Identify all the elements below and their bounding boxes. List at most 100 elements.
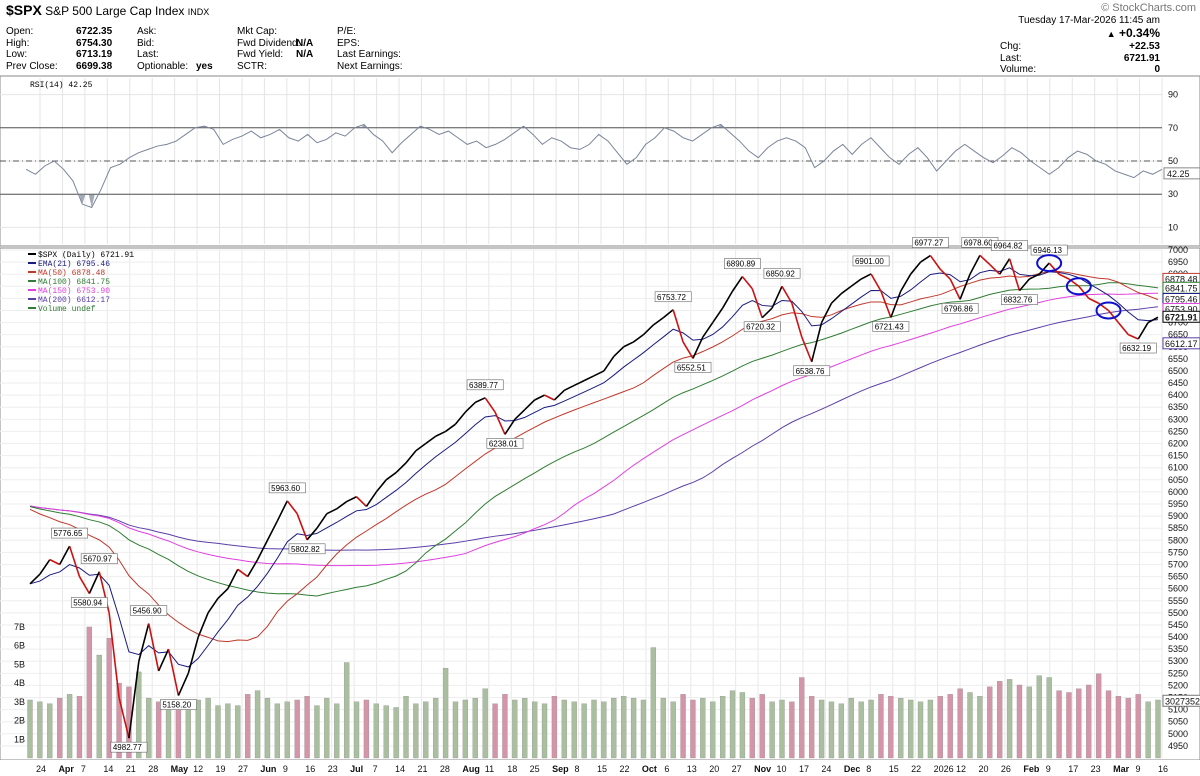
- x-tick-label: 28: [148, 764, 158, 774]
- volume-bar: [1095, 673, 1102, 759]
- volume-bar: [284, 701, 290, 759]
- volume-bar: [235, 705, 241, 759]
- volume-bar: [957, 688, 963, 759]
- price-segment: [49, 558, 61, 566]
- field-mid3_fields-1: EPS:: [337, 38, 360, 49]
- price-segment: [445, 423, 456, 433]
- x-tick-label: 28: [440, 764, 450, 774]
- price-segment: [197, 612, 209, 638]
- field-left_fields-1: High: 6754.30: [6, 38, 112, 49]
- volume-bar: [136, 671, 142, 759]
- quote-day: Tuesday: [1018, 15, 1057, 26]
- volume-bar: [294, 699, 300, 759]
- price-segment: [583, 375, 595, 382]
- x-tick-label: 10: [777, 764, 787, 774]
- annotation-box: [941, 303, 979, 314]
- volume-tick-label: 2B: [14, 716, 25, 726]
- annotation-box: [872, 321, 910, 332]
- volume-bar: [185, 703, 191, 759]
- field-label: Mkt Cap:: [237, 26, 278, 37]
- annotation-label: 4982.77: [113, 743, 142, 752]
- price-tick-label: 5450: [1168, 620, 1188, 630]
- volume-bar: [353, 701, 360, 759]
- price-tick-label: 6200: [1168, 439, 1188, 449]
- price-tick-label: 6100: [1168, 463, 1188, 473]
- x-tick-label: 20: [978, 764, 988, 774]
- price-segment: [326, 508, 338, 515]
- volume-bar: [1105, 690, 1112, 759]
- field-label: Bid:: [137, 37, 155, 49]
- field-value: yes: [196, 60, 213, 72]
- annotation-label: 5802.82: [291, 545, 320, 554]
- ma200-line: [29, 306, 1159, 551]
- annotation-label: 5158.20: [162, 701, 191, 710]
- annotation-box: [991, 240, 1028, 252]
- field-value: 6713.19: [76, 49, 113, 60]
- x-tick-label: 6: [664, 764, 669, 774]
- price-segment: [544, 394, 555, 401]
- field-label: Fwd Dividend:: [237, 37, 301, 49]
- right-value-label: 6753.90: [1165, 305, 1198, 315]
- price-tick-label: 5200: [1168, 680, 1188, 690]
- volume-bar: [76, 696, 83, 759]
- volume-bar: [373, 703, 379, 759]
- annotation-label: 6632.19: [1122, 344, 1151, 353]
- annotation-box: [674, 362, 712, 373]
- rsi-zone-fill: [717, 124, 724, 128]
- volume-bar: [274, 703, 281, 759]
- annotation-label: 6977.27: [914, 239, 943, 248]
- volume-bar: [442, 667, 449, 759]
- volume-bar: [106, 638, 112, 759]
- annotation-label: 6832.76: [1003, 296, 1032, 305]
- volume-bar: [710, 701, 716, 759]
- volume-bar: [1076, 688, 1082, 759]
- volume-bar: [403, 696, 409, 759]
- field-label: P/E:: [337, 26, 356, 37]
- field-label: Ask:: [137, 26, 157, 37]
- rsi-zone-fill: [79, 194, 86, 205]
- volume-bar: [1016, 684, 1023, 759]
- x-tick-label: Aug: [462, 764, 480, 774]
- price-segment: [652, 317, 664, 326]
- price-segment: [1147, 316, 1159, 324]
- price-segment: [246, 559, 259, 577]
- volume-bar: [818, 699, 825, 759]
- annotation-label: 6552.51: [677, 363, 706, 372]
- annotation-label: 6964.82: [993, 242, 1022, 251]
- ma150-line: [29, 292, 1159, 567]
- volume-bar: [462, 699, 469, 759]
- x-tick-label: 9: [283, 764, 288, 774]
- annotation-box: [724, 258, 761, 269]
- annotation-label: 6946.13: [1033, 246, 1062, 255]
- price-segment: [494, 411, 506, 435]
- x-tick-label: 20: [709, 764, 719, 774]
- volume-bar: [779, 699, 785, 759]
- field-label: Open:: [6, 26, 34, 37]
- rsi-legend: RSI(14) 42.25: [30, 81, 93, 90]
- volume-bar: [868, 699, 874, 759]
- price-segment: [751, 288, 763, 318]
- annotation-box: [654, 291, 692, 303]
- x-tick-label: 7: [81, 764, 86, 774]
- volume-bar: [1066, 692, 1072, 759]
- volume-bar: [96, 654, 102, 759]
- price-tick-label: 5300: [1168, 656, 1188, 666]
- annotation-box: [70, 597, 108, 608]
- price-tick-label: 6000: [1168, 487, 1188, 497]
- price-segment: [435, 430, 446, 437]
- volume-bar: [848, 697, 854, 759]
- price-segment: [524, 399, 536, 411]
- volume-bar: [304, 696, 310, 759]
- x-tick-label: 21: [126, 764, 136, 774]
- volume-bar: [809, 696, 815, 759]
- price-tick-label: 5100: [1168, 705, 1188, 715]
- volume-bar: [739, 692, 746, 759]
- price-segment: [88, 571, 100, 594]
- price-segment: [939, 268, 951, 280]
- legend-item: MA(200) 6612.17: [38, 296, 110, 305]
- price-segment: [573, 379, 585, 387]
- price-segment: [771, 285, 783, 309]
- rsi-panel: 10 30 50 70 90 RSI(14) 42.25 42.25: [0, 75, 1200, 247]
- price-segment: [385, 471, 397, 481]
- x-tick-label: 12: [956, 764, 966, 774]
